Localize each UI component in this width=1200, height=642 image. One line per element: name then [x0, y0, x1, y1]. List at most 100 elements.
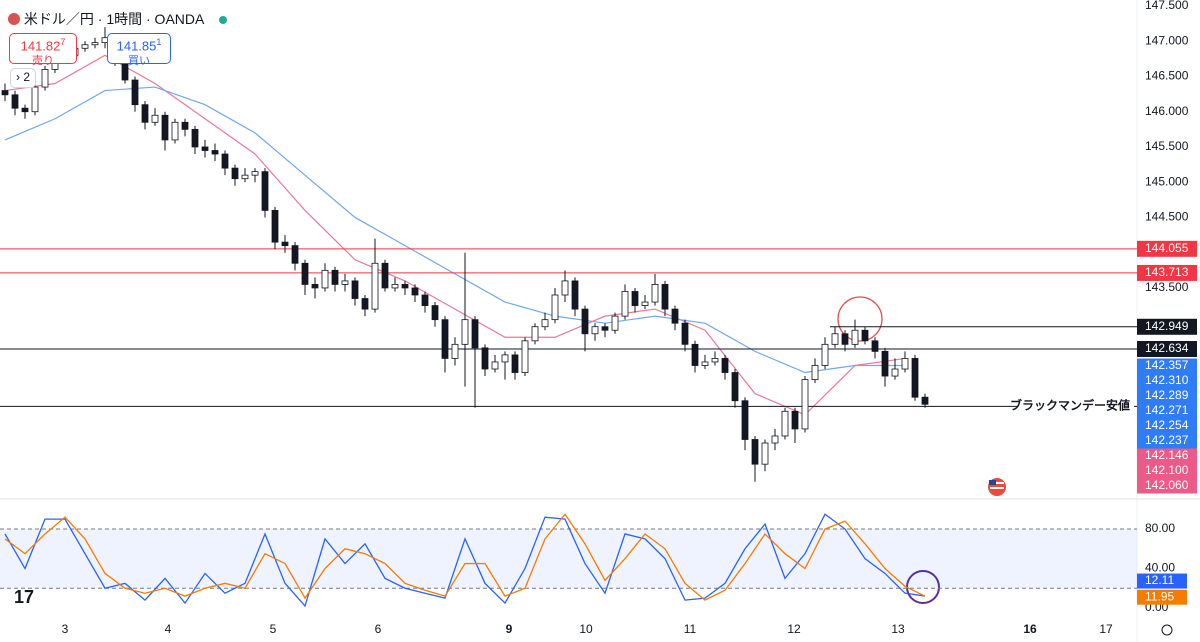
candle-body [781, 410, 789, 437]
candle-body [921, 396, 929, 405]
candle-body [861, 329, 869, 342]
level-tag [1137, 240, 1197, 257]
candle-body [401, 284, 409, 289]
candle-body [411, 287, 419, 296]
candle-body [611, 315, 619, 331]
candle-body [551, 294, 559, 321]
buy-price: 141.85 [116, 38, 157, 54]
indicator-toggle[interactable]: › 2 [10, 68, 36, 88]
stoch-band [0, 529, 1137, 589]
candle-body [501, 354, 509, 363]
ma-tag-label: 142.271 [1145, 403, 1189, 417]
ma-tag [1137, 388, 1197, 404]
market-status [219, 16, 228, 24]
candle-body [471, 319, 479, 349]
settings-icon[interactable] [1161, 624, 1173, 636]
ma-tag [1137, 448, 1197, 464]
candle-body [451, 343, 459, 359]
level-tag-label: 143.713 [1145, 265, 1189, 279]
candle-body [21, 107, 29, 113]
candle-body [661, 284, 669, 310]
candle-body [751, 439, 759, 465]
level-tag-label: 142.949 [1145, 319, 1189, 333]
candle-body [231, 167, 239, 180]
indicator-count: 2 [23, 70, 31, 84]
ma-tag [1137, 403, 1197, 419]
last-value-tag [1137, 573, 1187, 589]
candle-body [131, 79, 139, 106]
candle-body [821, 343, 829, 366]
sell-button[interactable]: 141.827 売り [9, 33, 77, 68]
candle-body [311, 284, 319, 289]
candle-body [591, 326, 599, 335]
y-tick-label: 80.00 [1145, 521, 1175, 535]
x-tick-label: 9 [506, 622, 513, 636]
candle-body [431, 305, 439, 321]
last-value-label: 12.11 [1145, 573, 1174, 587]
candle-body [601, 326, 609, 331]
candle-body [841, 333, 849, 345]
x-tick-label: 17 [1099, 622, 1113, 636]
last-value-tag [1137, 589, 1187, 605]
candle-body [251, 171, 259, 176]
candle-body [881, 350, 889, 377]
y-tick-label: 144.500 [1145, 210, 1189, 224]
tv-logo[interactable]: 17 [14, 587, 34, 607]
x-tick-label: 13 [891, 622, 905, 636]
candle-body [691, 343, 699, 366]
candle-body [511, 354, 519, 373]
sell-label: 売り [32, 55, 54, 68]
candle-body [681, 322, 689, 345]
candle-body [211, 150, 219, 155]
candle-body [521, 340, 529, 373]
level-tag-label: 144.055 [1145, 241, 1189, 255]
ma-tag-label: 142.146 [1145, 448, 1189, 462]
candle-body [191, 128, 199, 148]
candle-body [801, 379, 809, 430]
candle-body [491, 361, 499, 370]
candle-body [911, 358, 919, 398]
candle-body [711, 358, 719, 363]
last-value-label: 11.95 [1145, 589, 1174, 603]
ma-tag-label: 142.289 [1145, 388, 1189, 402]
level-tag [1137, 318, 1197, 335]
us-flag [988, 478, 1006, 496]
candle-body [421, 294, 429, 306]
buy-button[interactable]: 141.851 買い [107, 33, 171, 67]
candle-body [161, 114, 169, 141]
candle-body [771, 435, 779, 444]
x-tick-label: 12 [787, 622, 801, 636]
ma-tag [1137, 373, 1197, 389]
candle-body [261, 171, 269, 211]
x-tick-label: 4 [165, 622, 172, 636]
candle-body [731, 372, 739, 402]
candle-body [281, 241, 289, 247]
candle-body [141, 104, 149, 123]
x-tick-label: 10 [579, 622, 593, 636]
level-annotation: ブラックマンデー安値 [1010, 398, 1130, 413]
candle-body [91, 42, 99, 46]
y-tick-label: 147.500 [1145, 0, 1189, 12]
x-tick-label: 6 [375, 622, 382, 636]
candle-body [641, 301, 649, 306]
candle-body [621, 291, 629, 317]
ma-tag-label: 142.237 [1145, 433, 1189, 447]
candle-body [371, 262, 379, 310]
candle-body [901, 358, 909, 370]
candle-body [531, 326, 539, 342]
candle-body [321, 269, 329, 289]
symbol-title: 米ドル／円 · 1時間 · OANDA [23, 11, 204, 27]
ma-tag-label: 142.357 [1145, 358, 1189, 372]
ma-line [4, 86, 905, 374]
candle-body [341, 280, 349, 285]
y-tick-label: 146.500 [1145, 69, 1189, 83]
highlight-circle [837, 296, 883, 342]
ma-tag [1137, 463, 1197, 479]
ma-tag [1137, 358, 1197, 374]
stoch-line [4, 513, 926, 608]
candle-body [631, 291, 639, 306]
y-tick-label: 145.500 [1145, 139, 1189, 153]
symbol-icon [8, 13, 20, 25]
y-tick-label: 147.000 [1145, 33, 1189, 47]
